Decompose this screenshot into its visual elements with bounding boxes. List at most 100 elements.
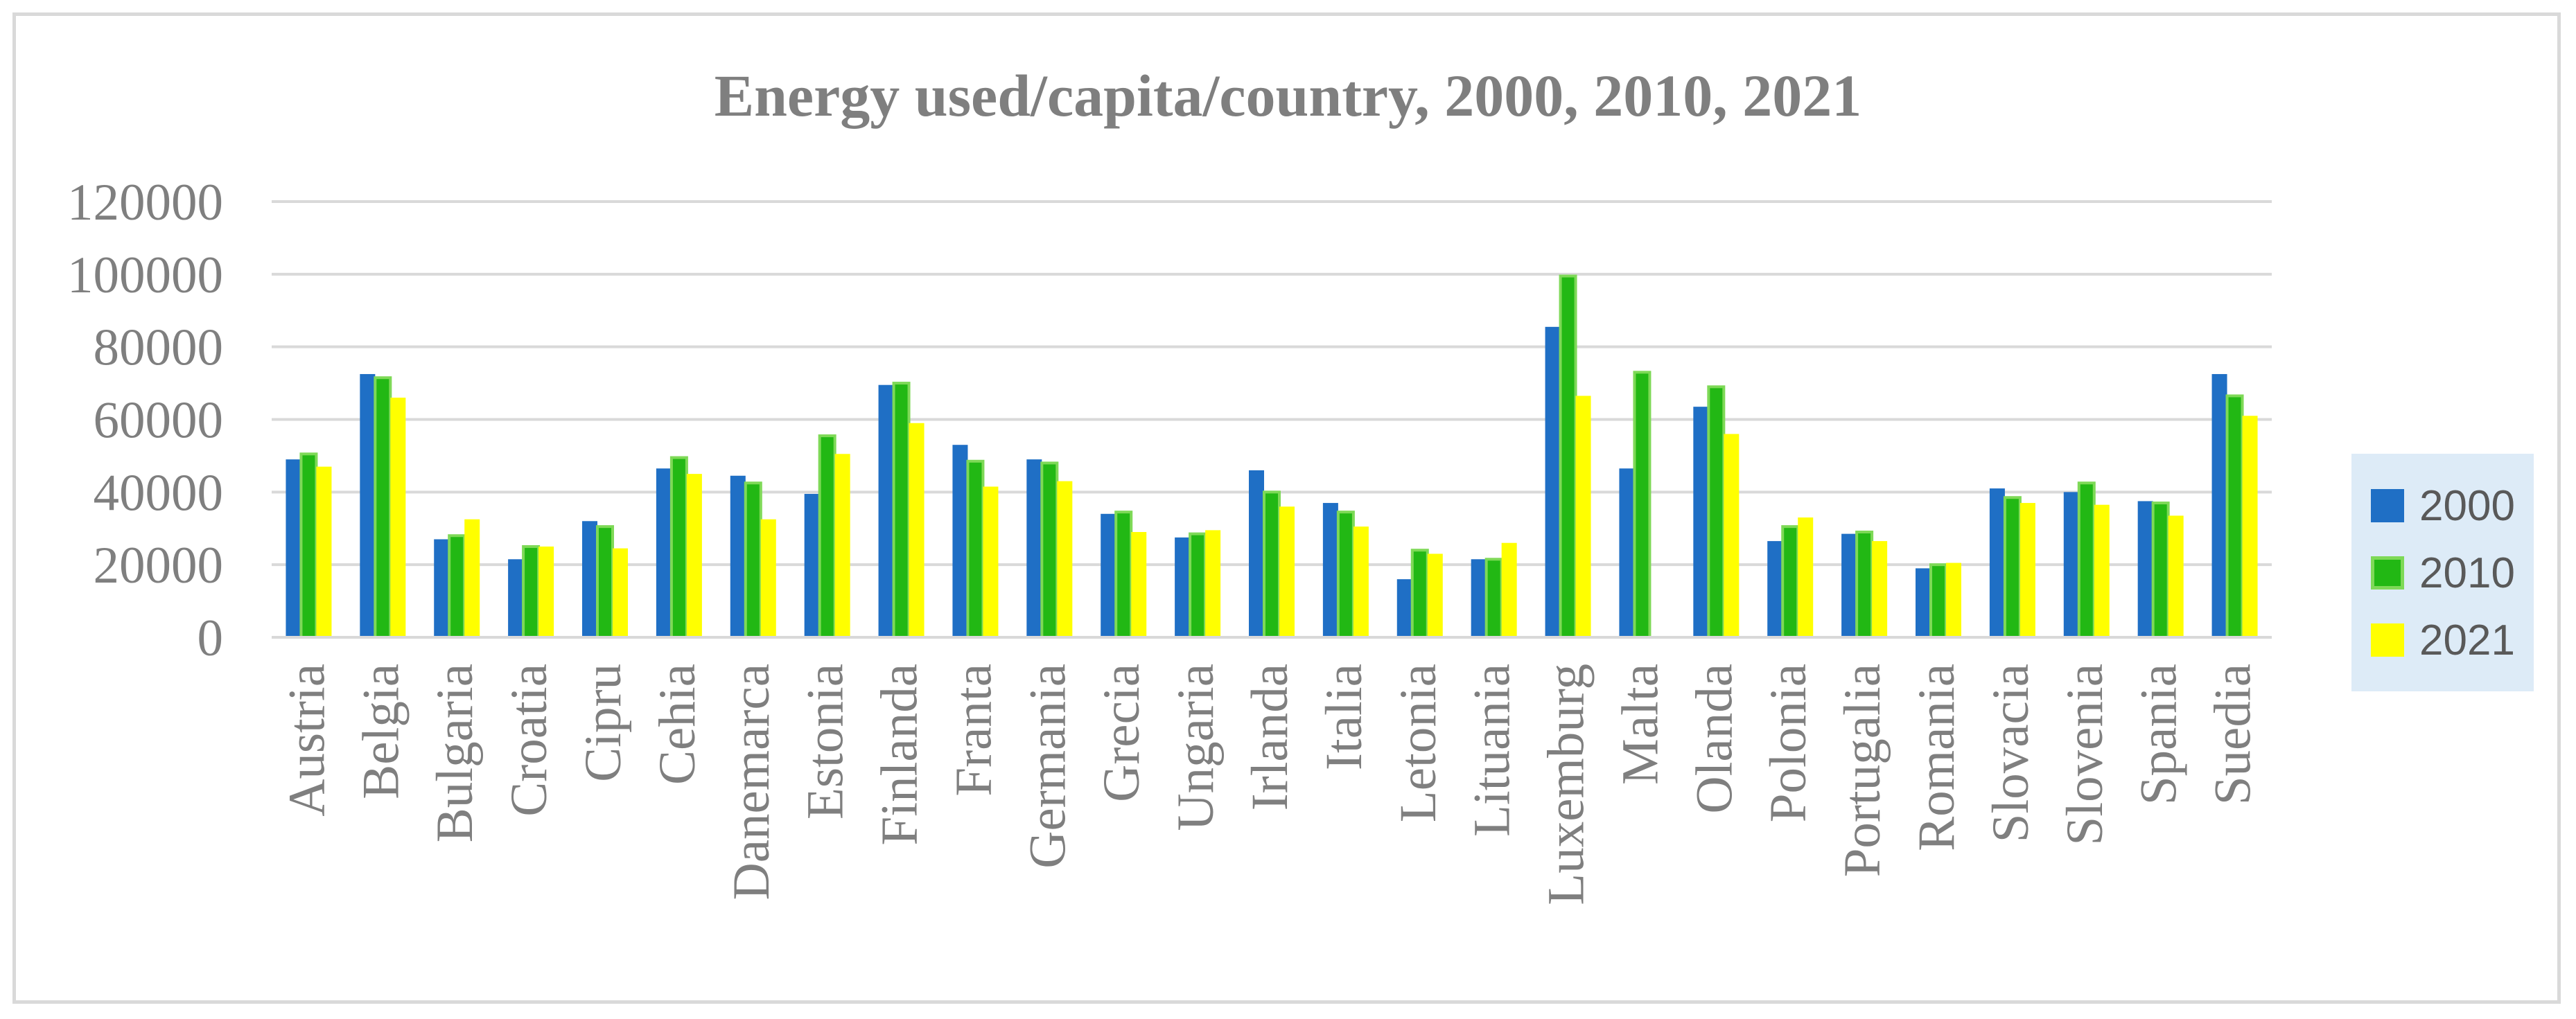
bar-2010-slovenia	[2077, 481, 2096, 639]
bar-2021-italia	[1353, 526, 1369, 637]
bar-2010-estonia	[818, 434, 836, 639]
bar-2021-ungaria	[1205, 530, 1221, 637]
bar-2021-germania	[1057, 481, 1073, 637]
bar-2010-danemarca	[744, 481, 762, 639]
bar-2000-portugalia	[1841, 533, 1857, 637]
x-category-label: Finlanda	[871, 664, 929, 845]
bar-2021-suedia	[2242, 416, 2258, 637]
x-category-label: Grecia	[1093, 664, 1150, 802]
bar-2010-bulgaria	[448, 534, 466, 639]
bar-2010-slovacia	[2003, 496, 2022, 639]
bar-2000-danemarca	[730, 475, 746, 637]
x-category-label: Suedia	[2205, 664, 2262, 805]
bar-2000-germania	[1026, 459, 1042, 637]
bar-2000-malta	[1619, 468, 1635, 637]
y-tick-label: 40000	[94, 464, 224, 522]
x-category-label: Germania	[1019, 664, 1076, 869]
y-tick-label: 120000	[67, 174, 223, 231]
legend-item-2021: 2021	[2371, 612, 2515, 668]
legend-item-2000: 2000	[2371, 478, 2515, 533]
bar-2000-cipru	[582, 521, 597, 637]
bar-2010-letonia	[1410, 549, 1429, 639]
bar-2021-grecia	[1131, 531, 1147, 637]
x-category-label: Austria	[278, 664, 335, 817]
bar-2021-polonia	[1798, 517, 1814, 637]
bar-2000-slovenia	[2063, 492, 2079, 637]
x-category-label: Luxemburg	[1538, 664, 1595, 905]
bar-2021-lituania	[1501, 542, 1517, 637]
x-category-label: Bulgaria	[426, 664, 484, 842]
legend-label-2021: 2021	[2419, 616, 2515, 664]
bar-2010-germania	[1040, 461, 1059, 639]
x-category-label: Malta	[1611, 664, 1669, 785]
bar-2021-belgia	[390, 398, 406, 637]
bar-2010-luxemburg	[1559, 274, 1577, 639]
x-category-label: Belgia	[352, 664, 410, 799]
bar-2021-luxemburg	[1575, 396, 1591, 637]
x-category-label: Croatia	[500, 664, 558, 817]
bar-2010-cehia	[669, 456, 688, 639]
chart-title: Energy used/capita/country, 2000, 2010, …	[714, 62, 1862, 129]
bar-2010-croatia	[522, 544, 541, 639]
bar-2021-romania	[1946, 562, 1961, 637]
bar-2021-slovenia	[2094, 504, 2110, 637]
bar-2000-luxemburg	[1545, 326, 1561, 637]
bar-2000-cehia	[656, 468, 672, 637]
x-axis-categories: Austria Belgia Bulgaria Croatia Cipru Cehia Da…	[278, 664, 2261, 905]
bar-2010-portugalia	[1855, 530, 1874, 639]
bar-2010-malta	[1633, 371, 1651, 639]
legend-label-2000: 2000	[2419, 481, 2515, 530]
x-category-label: Slovenia	[2056, 664, 2114, 845]
bar-2021-cipru	[613, 548, 628, 637]
bar-2010-austria	[299, 452, 318, 639]
bar-2010-lituania	[1484, 558, 1503, 639]
bar-2021-danemarca	[760, 519, 776, 637]
y-tick-label: 0	[198, 610, 224, 667]
x-category-label: Spania	[2130, 664, 2188, 805]
legend-item-2010: 2010	[2371, 545, 2515, 601]
bar-2000-olanda	[1693, 407, 1709, 637]
x-category-label: Cehia	[649, 664, 706, 785]
bar-2021-croatia	[538, 546, 554, 637]
x-category-label: Franta	[945, 664, 1002, 797]
bar-2021-cehia	[686, 474, 702, 637]
bar-2021-finlanda	[909, 423, 925, 637]
bar-2000-ungaria	[1175, 537, 1191, 637]
bar-2021-spania	[2168, 515, 2184, 637]
bar-2021-slovacia	[2019, 503, 2035, 637]
bar-2000-slovacia	[1989, 488, 2005, 637]
bar-2010-romania	[1929, 563, 1947, 639]
bars	[286, 274, 2258, 639]
bar-2000-polonia	[1767, 541, 1783, 637]
y-tick-label: 80000	[94, 319, 224, 377]
bar-2000-estonia	[804, 493, 820, 637]
bar-2000-croatia	[508, 559, 524, 637]
bar-2010-polonia	[1781, 525, 1800, 639]
bar-2000-grecia	[1101, 513, 1116, 637]
bar-2021-franta	[983, 486, 999, 637]
bar-2010-ungaria	[1189, 532, 1207, 639]
bar-2000-suedia	[2211, 373, 2227, 637]
x-category-label: Cipru	[575, 664, 632, 782]
x-category-label: Portugalia	[1834, 664, 1891, 877]
bar-2000-letonia	[1396, 579, 1412, 637]
bar-2021-olanda	[1724, 434, 1740, 637]
bar-2010-suedia	[2225, 394, 2244, 639]
legend-swatch-2010	[2371, 556, 2404, 590]
bar-2000-italia	[1322, 503, 1338, 637]
bar-2010-franta	[966, 459, 985, 639]
x-category-label: Slovacia	[1982, 664, 2040, 842]
bar-2010-belgia	[374, 376, 392, 639]
y-tick-label: 60000	[94, 392, 224, 450]
bar-2000-romania	[1916, 568, 1931, 637]
x-category-label: Italia	[1315, 664, 1373, 770]
bar-2000-belgia	[360, 373, 376, 637]
y-axis-ticks: 0 20000 40000 60000 80000 100000 120000	[67, 174, 223, 667]
x-category-label: Olanda	[1685, 664, 1743, 814]
bar-2000-lituania	[1471, 559, 1487, 637]
bar-2021-austria	[316, 466, 332, 637]
x-category-label: Ungaria	[1167, 664, 1225, 831]
x-category-label: Danemarca	[723, 664, 780, 900]
x-category-label: Letonia	[1390, 664, 1447, 822]
bar-2000-franta	[952, 445, 968, 637]
